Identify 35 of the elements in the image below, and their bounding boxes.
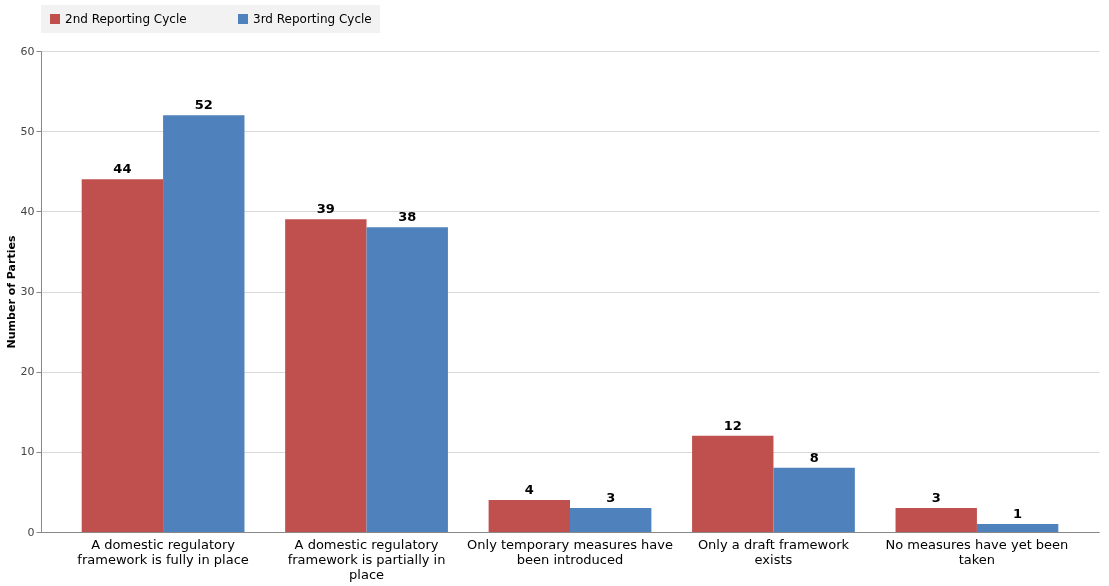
bar [692, 435, 774, 532]
y-tick-label: 20 [20, 365, 35, 379]
bar [81, 179, 164, 532]
legend-label: 2nd Reporting Cycle [65, 12, 187, 26]
data-label: 3 [931, 489, 941, 505]
data-label: 3 [606, 489, 616, 505]
bar [163, 115, 245, 532]
y-tick-label: 10 [20, 445, 35, 459]
y-tick-label: 40 [20, 204, 35, 218]
bar [976, 523, 1059, 532]
data-label: 8 [809, 449, 819, 465]
bar [570, 507, 652, 532]
x-tick-label: Only temporary measures have been introduced [467, 536, 673, 567]
bar [773, 467, 855, 532]
x-tick-label: A domestic regulatory framework is partially in place [287, 536, 446, 582]
y-tick-label: 60 [20, 44, 35, 58]
data-label: 12 [723, 417, 742, 433]
y-tick-label: 30 [20, 285, 35, 298]
data-label: 4 [524, 481, 534, 497]
x-tick-label: A domestic regulatory framework is fully in place [77, 536, 249, 567]
y-tick-label: 50 [20, 124, 35, 138]
y-tick-label: 0 [27, 525, 35, 539]
bar [488, 499, 570, 532]
bar [366, 227, 448, 532]
data-label: 39 [316, 201, 335, 217]
bar [895, 507, 977, 532]
legend-label: 3rd Reporting Cycle [253, 12, 372, 26]
x-tick-label: No measures have yet been taken [885, 536, 1069, 567]
data-label: 1 [1013, 505, 1023, 521]
x-tick-label: Only a draft framework exists [697, 536, 850, 567]
bar [285, 219, 367, 532]
y-axis-title: Number of Parties [4, 235, 18, 349]
data-label: 52 [194, 97, 213, 113]
data-label: 44 [113, 161, 132, 177]
data-label: 38 [398, 209, 417, 225]
